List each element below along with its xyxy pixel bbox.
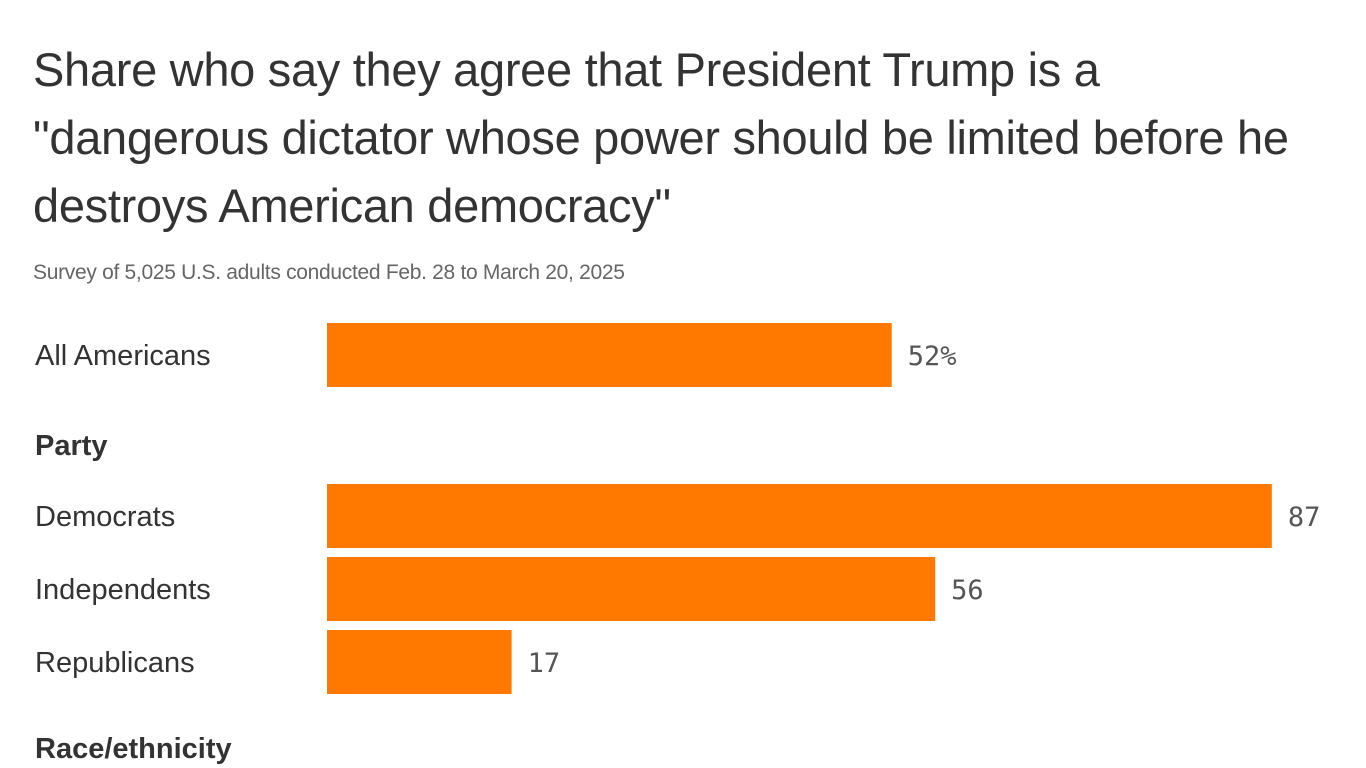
category-label: Independents <box>35 574 211 606</box>
bar <box>327 323 892 387</box>
chart-title: Share who say they agree that President … <box>33 43 1289 232</box>
group-label: Race/ethnicity <box>35 733 232 765</box>
category-label: Democrats <box>35 501 175 533</box>
value-label: 56 <box>951 575 984 606</box>
value-label: 52% <box>908 341 957 372</box>
bar <box>327 484 1272 548</box>
bar <box>327 557 936 621</box>
chart-subtitle: Survey of 5,025 U.S. adults conducted Fe… <box>33 261 625 284</box>
group-label: Party <box>35 430 108 462</box>
value-label: 87 <box>1288 502 1321 533</box>
bar-chart: All Americans 52% Party Democrats 87 Independ… <box>35 323 1321 765</box>
category-label: All Americans <box>35 340 211 372</box>
value-label: 17 <box>528 648 561 679</box>
bar <box>327 630 512 694</box>
category-label: Republicans <box>35 647 195 679</box>
